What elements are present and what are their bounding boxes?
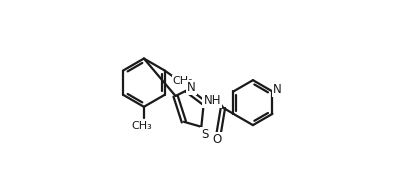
Text: CH₃: CH₃ [173, 76, 194, 86]
Text: CH₃: CH₃ [132, 121, 152, 131]
Text: NH: NH [204, 94, 221, 107]
Text: O: O [213, 133, 222, 146]
Text: S: S [201, 128, 208, 141]
Text: N: N [273, 83, 282, 96]
Text: N: N [187, 81, 196, 94]
